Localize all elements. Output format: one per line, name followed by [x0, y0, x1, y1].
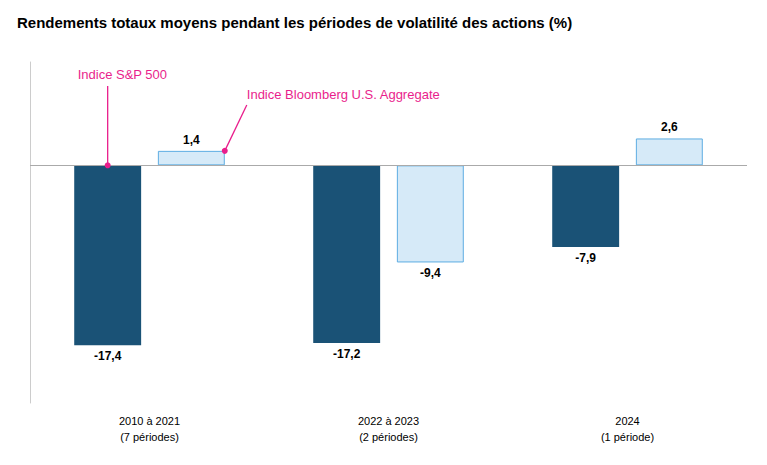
svg-text:-17,4: -17,4 — [94, 349, 122, 363]
svg-text:1,4: 1,4 — [183, 133, 200, 147]
svg-text:2,6: 2,6 — [661, 120, 678, 134]
svg-text:-9,4: -9,4 — [420, 266, 441, 280]
svg-text:(7 périodes): (7 périodes) — [120, 431, 179, 443]
svg-text:(2 périodes): (2 périodes) — [359, 431, 418, 443]
svg-text:-7,9: -7,9 — [575, 251, 596, 265]
svg-text:Indice S&P 500: Indice S&P 500 — [78, 67, 167, 82]
svg-text:Rendements totaux moyens penda: Rendements totaux moyens pendant les pér… — [17, 14, 572, 31]
svg-text:Indice Bloomberg U.S. Aggregat: Indice Bloomberg U.S. Aggregate — [247, 87, 440, 102]
svg-text:2024: 2024 — [615, 415, 639, 427]
svg-text:2010 à 2021: 2010 à 2021 — [119, 415, 180, 427]
svg-text:(1 période): (1 période) — [601, 431, 654, 443]
svg-text:-17,2: -17,2 — [333, 347, 361, 361]
svg-text:2022 à 2023: 2022 à 2023 — [358, 415, 419, 427]
